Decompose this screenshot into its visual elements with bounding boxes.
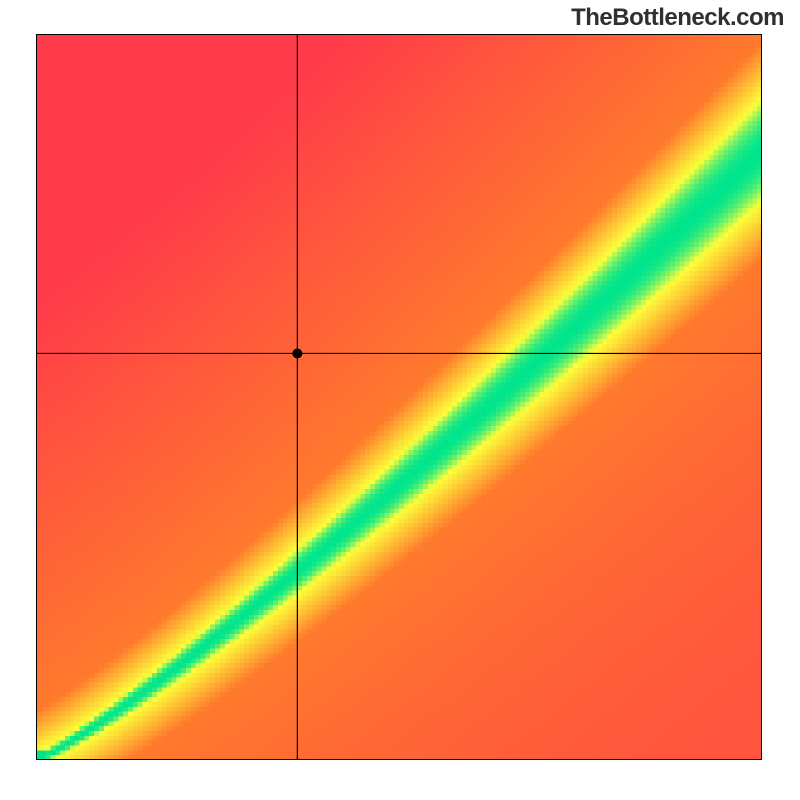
watermark-text: TheBottleneck.com bbox=[571, 4, 784, 32]
figure-container: TheBottleneck.com bbox=[0, 0, 800, 800]
heatmap-canvas bbox=[36, 34, 762, 760]
